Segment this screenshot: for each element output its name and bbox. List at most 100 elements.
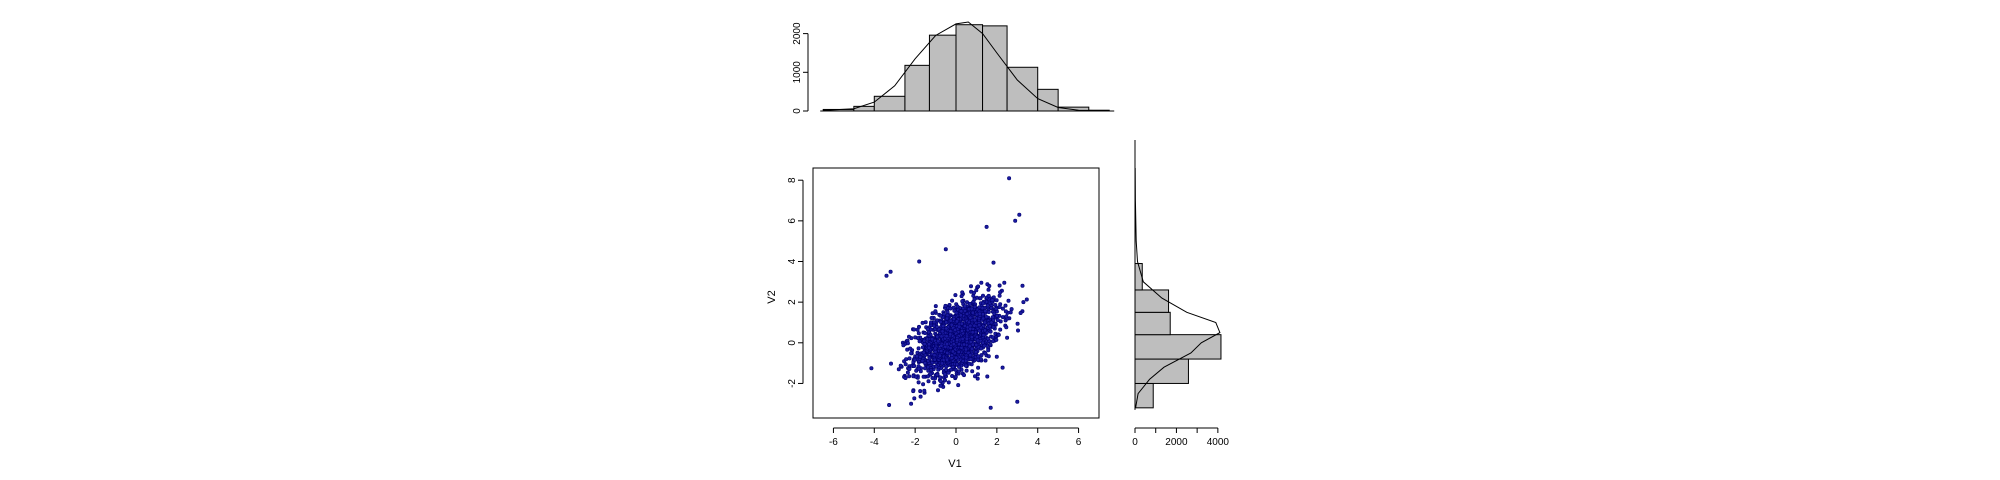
scatter-point (1015, 321, 1020, 326)
right-hist-density (1134, 167, 1221, 408)
scatter-point (981, 333, 986, 338)
scatter-point (933, 346, 938, 351)
scatter-point (896, 367, 901, 372)
scatter-point (887, 402, 892, 407)
scatter-point (972, 323, 977, 328)
scatter-point (960, 299, 965, 304)
scatter-point (954, 310, 959, 315)
scatter-point (932, 380, 937, 385)
scatter-point (1006, 298, 1011, 303)
scatter-point (925, 374, 930, 379)
scatter-point (944, 364, 949, 369)
scatter-point (992, 311, 997, 316)
scatter-point (932, 353, 937, 358)
scatter-point (974, 334, 979, 339)
scatter-point (1003, 309, 1008, 314)
scatter-point (968, 326, 973, 331)
scatter-point (932, 320, 937, 325)
scatter-point (944, 316, 949, 321)
scatter-point (990, 335, 995, 340)
scatter-point (921, 382, 926, 387)
scatter-point (994, 313, 999, 318)
scatter-point (991, 325, 996, 330)
right-hist-bar (1134, 311, 1171, 336)
scatter-point (959, 321, 964, 326)
scatter-point (969, 346, 974, 351)
scatter-point (1008, 310, 1013, 315)
scatter-point (959, 309, 964, 314)
scatter-point (933, 304, 938, 309)
scatter-point (1004, 325, 1009, 330)
scatter-point (986, 354, 991, 359)
scatter-point (944, 342, 949, 347)
scatter-point (956, 383, 961, 388)
scatter-point (1015, 399, 1020, 404)
scatter-point (979, 353, 984, 358)
scatter-point (990, 315, 995, 320)
scatter-point (912, 363, 917, 368)
scatter-point (935, 318, 940, 323)
scatter-point (1000, 306, 1005, 311)
scatter-point (986, 287, 991, 292)
scatter-point (968, 315, 973, 320)
scatter-point (912, 396, 917, 401)
scatter-point (960, 336, 965, 341)
scatter-point (933, 349, 938, 354)
scatter-point (948, 318, 953, 323)
scatter-point (907, 374, 912, 379)
scatter-point (884, 273, 889, 278)
scatter-point (988, 329, 993, 334)
scatter-point (983, 309, 988, 314)
scatter-point (964, 300, 969, 305)
scatter-point (998, 302, 1003, 307)
scatter-point (942, 378, 947, 383)
scatter-point (944, 320, 949, 325)
scatter-point (998, 319, 1003, 324)
scatter-point (1024, 297, 1029, 302)
scatter-point (982, 328, 987, 333)
scatter-point (939, 348, 944, 353)
scatter-point (960, 290, 965, 295)
top-hist-bar (955, 24, 984, 112)
scatter-point (948, 306, 953, 311)
scatter-point (912, 327, 917, 332)
scatter-point (912, 357, 917, 362)
scatter-point (938, 379, 943, 384)
scatter-point (956, 349, 961, 354)
scatter-point (914, 354, 919, 359)
scatter-point (915, 327, 920, 332)
scatter-point (906, 334, 911, 339)
x-tick-label: -4 (870, 437, 879, 448)
scatter-point (998, 290, 1003, 295)
top-hist-bar (928, 34, 957, 112)
scatter-point (967, 301, 972, 306)
scatter-point (959, 294, 964, 299)
scatter-point (968, 357, 973, 362)
scatter-point (943, 247, 948, 252)
scatter-point (980, 340, 985, 345)
scatter-point (996, 332, 1001, 337)
scatter-point (981, 301, 986, 306)
scatter-point (949, 355, 954, 360)
scatter-point (982, 320, 987, 325)
scatter-point (905, 341, 910, 346)
scatter-point (1005, 335, 1010, 340)
scatter-point (957, 364, 962, 369)
scatter-point (927, 342, 932, 347)
scatter-point (968, 284, 973, 289)
scatter-point (955, 362, 960, 367)
scatter-point (973, 350, 978, 355)
scatter-point (991, 260, 996, 265)
scatter-point (926, 345, 931, 350)
scatter-point (985, 336, 990, 341)
scatter-point (923, 360, 928, 365)
scatter-point (1000, 365, 1005, 370)
top-hist-bar (982, 25, 1008, 112)
scatter-point (1013, 218, 1018, 223)
scatter-point (980, 293, 985, 298)
scatter-point (1002, 280, 1007, 285)
scatter-point (940, 329, 945, 334)
scatter-point (978, 296, 983, 301)
scatter-point (907, 366, 912, 371)
scatter-point (944, 334, 949, 339)
